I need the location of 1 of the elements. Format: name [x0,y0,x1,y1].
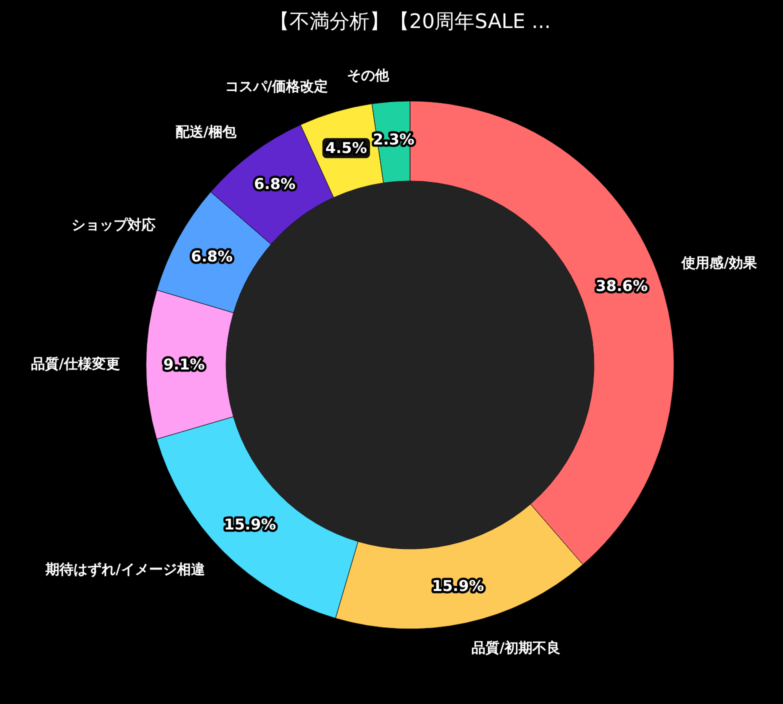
title: 【不満分析】【20周年SALE ... [269,9,551,33]
